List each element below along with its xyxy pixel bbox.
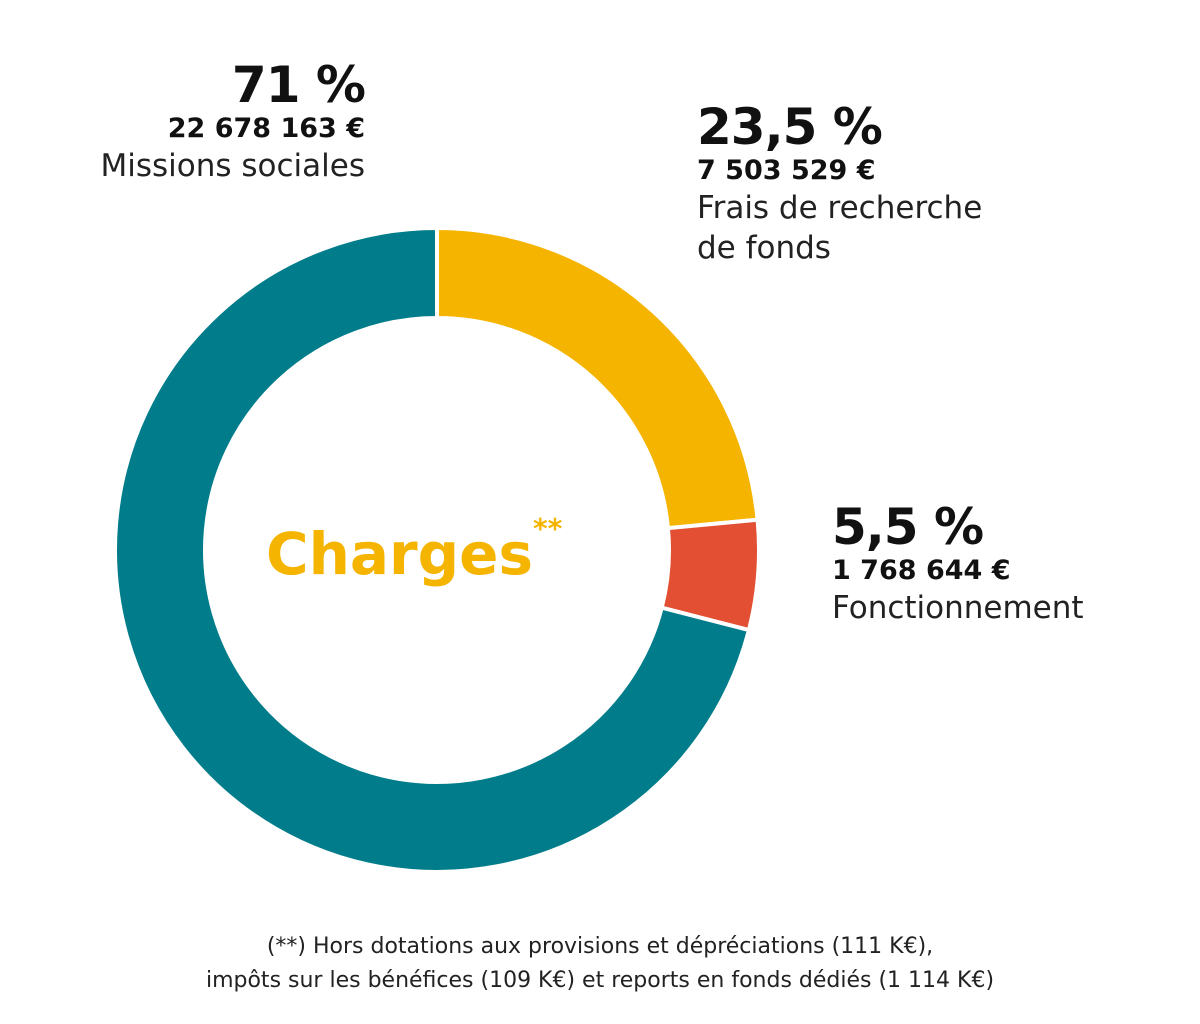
slice-label-frais-recherche: 23,5 % 7 503 529 € Frais de recherche de… <box>697 100 1077 268</box>
center-title-marker: ** <box>532 512 563 545</box>
slice-category-line-1: Frais de recherche <box>697 190 983 226</box>
slice-missions-sociales <box>113 225 752 874</box>
slice-percent: 5,5 % <box>832 498 984 556</box>
footnote-line: impôts sur les bénéfices (109 K€) et rep… <box>205 968 995 993</box>
slice-category: Missions sociales <box>100 148 366 184</box>
chart-center-title: Charges** <box>266 512 562 588</box>
footnote-line: (**) Hors dotations aux provisions et dé… <box>266 934 934 959</box>
slice-percent: 71 % <box>231 56 366 114</box>
slice-amount: 22 678 163 € <box>167 113 365 144</box>
center-title-text: Charges <box>266 520 533 588</box>
slice-category-line-2: de fonds <box>697 230 831 266</box>
slice-category: Fonctionnement <box>832 590 1084 626</box>
slice-amount: 1 768 644 € <box>832 555 1011 586</box>
slice-frais-recherche <box>435 225 760 531</box>
slice-percent: 23,5 % <box>697 98 883 156</box>
footnote: (**) Hors dotations aux provisions et dé… <box>0 930 1200 998</box>
slice-amount: 7 503 529 € <box>697 155 876 186</box>
slice-label-missions-sociales: 71 % 22 678 163 € Missions sociales <box>101 58 366 186</box>
slice-label-fonctionnement: 5,5 % 1 768 644 € Fonctionnement <box>832 500 1084 628</box>
